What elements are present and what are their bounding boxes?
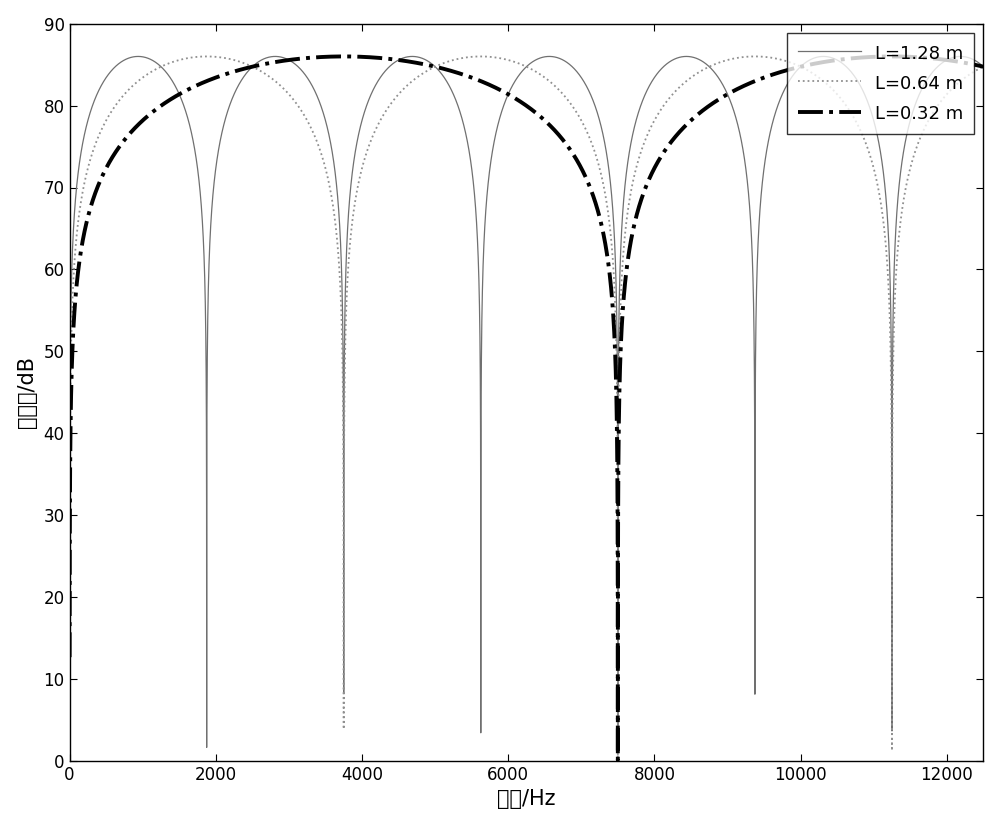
L=1.28 m bbox=[64, 555, 76, 565]
L=1.28 m bbox=[977, 62, 989, 72]
Line: L=1.28 m: L=1.28 m bbox=[70, 56, 983, 749]
L=1.28 m bbox=[841, 62, 853, 72]
L=0.64 m bbox=[165, 58, 177, 68]
L=0.64 m bbox=[64, 605, 76, 615]
L=1.28 m bbox=[356, 115, 368, 125]
L=0.32 m bbox=[841, 54, 853, 64]
L=1.28 m bbox=[805, 55, 817, 64]
Legend: L=1.28 m, L=0.64 m, L=0.32 m: L=1.28 m, L=0.64 m, L=0.32 m bbox=[787, 33, 974, 134]
L=1.28 m bbox=[749, 427, 761, 437]
L=0.64 m bbox=[356, 163, 368, 173]
L=0.32 m bbox=[64, 653, 76, 662]
L=1.28 m bbox=[132, 51, 144, 61]
L=0.64 m bbox=[805, 68, 817, 78]
L=0.64 m bbox=[612, 752, 624, 762]
L=0.32 m bbox=[805, 59, 817, 69]
L=0.32 m bbox=[356, 52, 368, 62]
X-axis label: 频率/Hz: 频率/Hz bbox=[497, 790, 556, 809]
L=0.64 m bbox=[749, 51, 761, 61]
L=0.64 m bbox=[201, 51, 213, 61]
L=0.32 m bbox=[977, 62, 989, 72]
L=0.32 m bbox=[749, 76, 761, 86]
Line: L=0.64 m: L=0.64 m bbox=[70, 56, 983, 757]
L=0.32 m bbox=[612, 755, 624, 765]
L=1.28 m bbox=[612, 744, 624, 754]
L=1.28 m bbox=[872, 134, 884, 144]
Y-axis label: 隔声量/dB: 隔声量/dB bbox=[17, 356, 37, 429]
L=0.32 m bbox=[872, 52, 884, 62]
L=0.64 m bbox=[872, 182, 884, 192]
L=0.32 m bbox=[165, 94, 177, 104]
L=1.28 m bbox=[165, 74, 177, 84]
L=0.32 m bbox=[886, 51, 898, 61]
L=0.64 m bbox=[841, 102, 853, 112]
Line: L=0.32 m: L=0.32 m bbox=[70, 56, 983, 760]
L=0.64 m bbox=[977, 62, 989, 72]
